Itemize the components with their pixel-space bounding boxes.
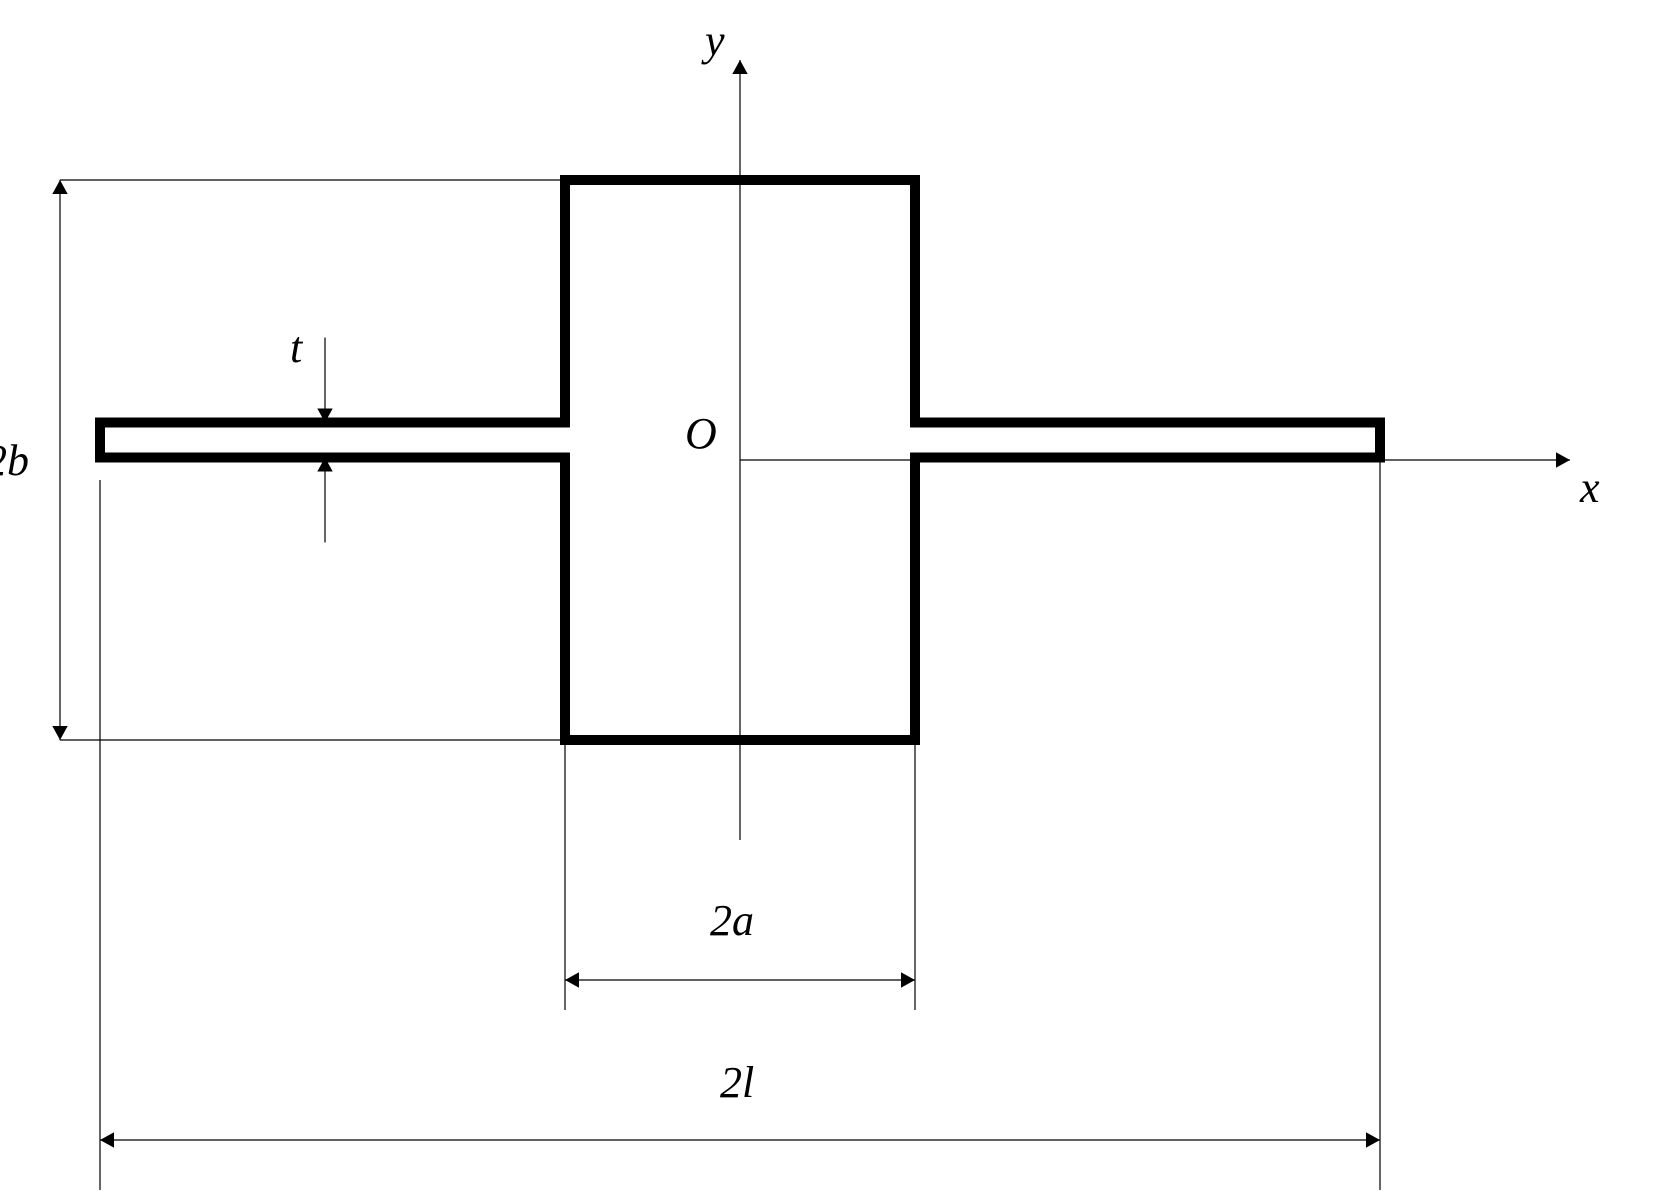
y-axis-label: y — [701, 16, 725, 65]
t-label: t — [290, 323, 304, 372]
two-a-label: 2a — [710, 896, 754, 945]
two-l-label: 2l — [720, 1058, 754, 1107]
x-axis-label: x — [1579, 463, 1600, 512]
origin-label: O — [685, 409, 717, 458]
dimension-t — [317, 338, 332, 543]
two-b-label: 2b — [0, 436, 29, 485]
